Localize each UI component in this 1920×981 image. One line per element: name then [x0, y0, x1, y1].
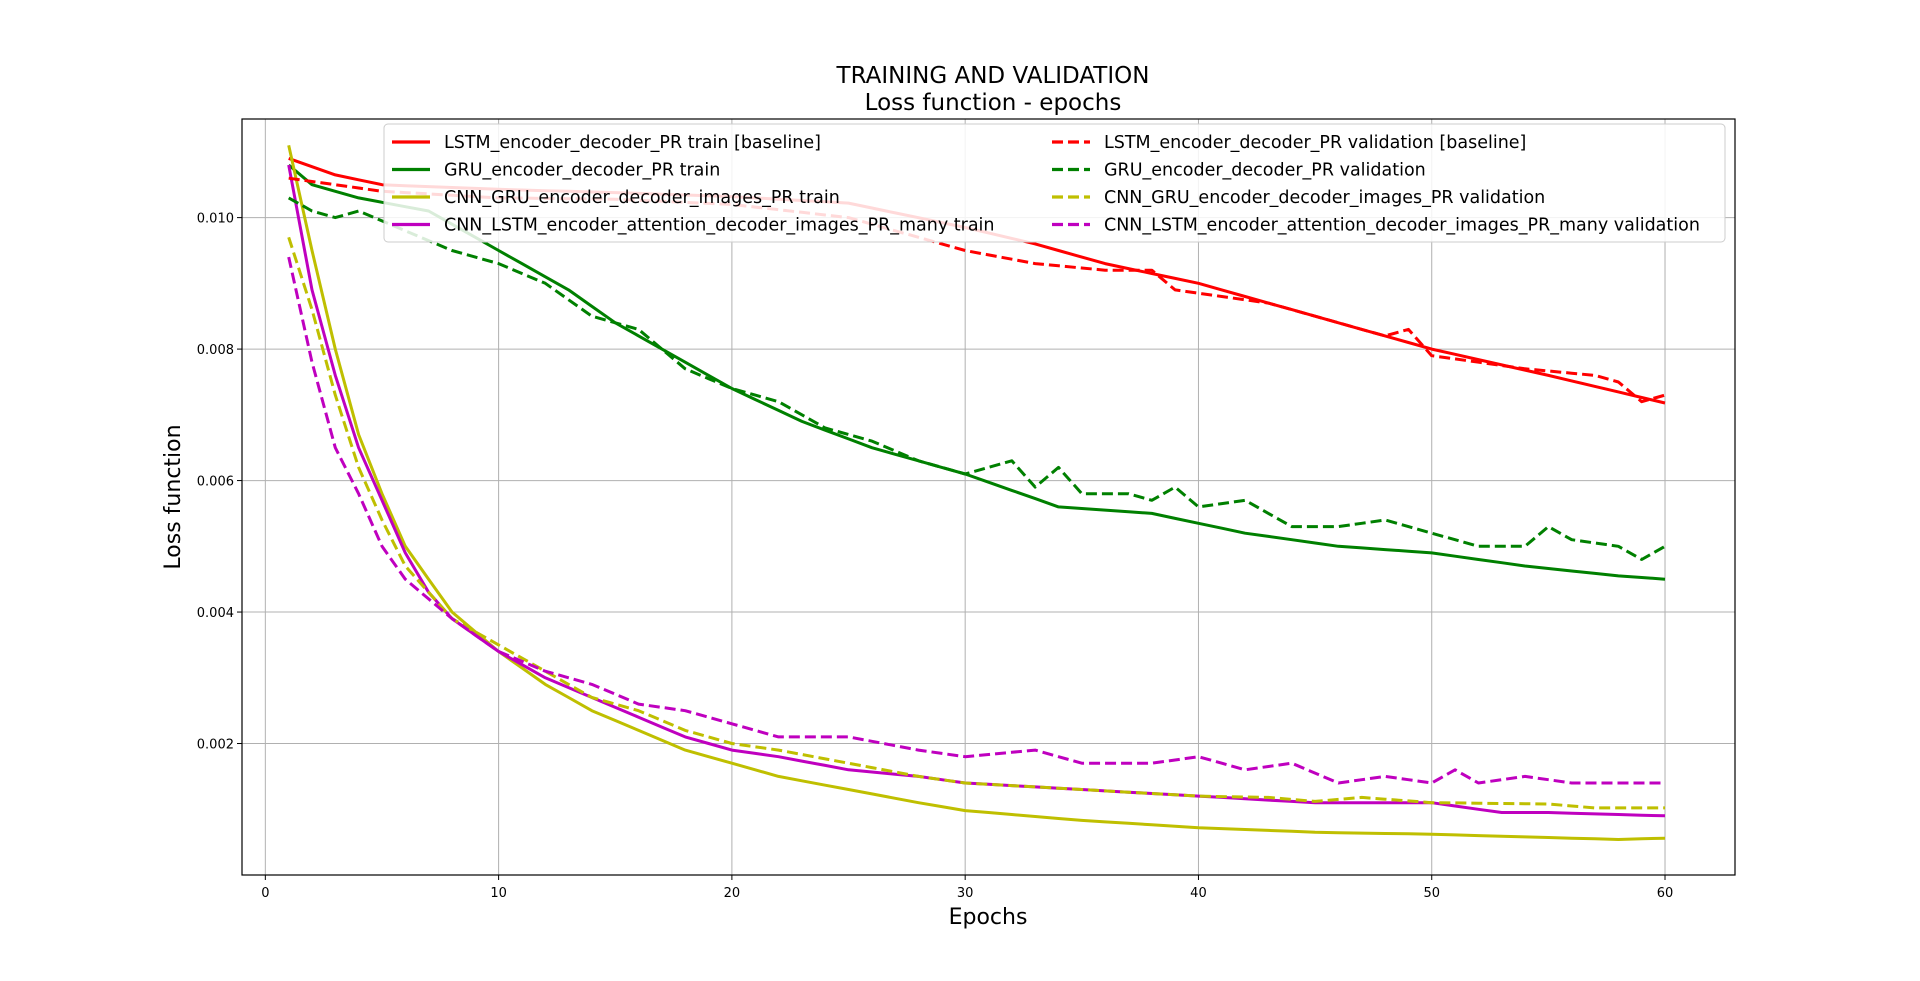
- chart-subtitle: Loss function - epochs: [865, 90, 1122, 116]
- y-tick-label: 0.002: [197, 738, 234, 753]
- legend-label-7: CNN_LSTM_encoder_attention_decoder_image…: [1104, 216, 1700, 236]
- x-axis-label: Epochs: [949, 905, 1028, 930]
- x-tick-label: 20: [724, 886, 741, 901]
- y-tick-label: 0.010: [197, 212, 234, 227]
- x-tick-label: 40: [1190, 886, 1207, 901]
- series-line-2: [287, 144, 1666, 841]
- legend-label-2: CNN_GRU_encoder_decoder_images_PR train: [444, 188, 840, 208]
- legend-label-6: CNN_GRU_encoder_decoder_images_PR valida…: [1104, 188, 1545, 208]
- x-tick-label: 50: [1423, 886, 1440, 901]
- x-tick-label: 10: [490, 886, 507, 901]
- series-line-6: [287, 236, 1665, 810]
- axis-ticks: 0 10 20 30 40 50 60 0.002 0.004 0.006 0.008 0.010: [197, 212, 1674, 901]
- y-axis-label: Loss function: [161, 424, 186, 569]
- legend-label-4: LSTM_encoder_decoder_PR validation [base…: [1104, 133, 1526, 153]
- legend: LSTM_encoder_decoder_PR train [baseline]…: [383, 123, 1726, 243]
- series-line-7: [287, 256, 1665, 785]
- legend-box: [383, 123, 1726, 243]
- x-tick-label: 30: [957, 886, 974, 901]
- legend-label-3: CNN_LSTM_encoder_attention_decoder_image…: [444, 216, 995, 236]
- plot-frame: [241, 118, 1736, 876]
- y-tick-label: 0.008: [197, 343, 234, 358]
- series-line-1: [287, 163, 1666, 581]
- grid-lines: [242, 119, 1735, 875]
- chart-title: TRAINING AND VALIDATION: [836, 63, 1150, 89]
- legend-label-5: GRU_encoder_decoder_PR validation: [1104, 161, 1426, 181]
- legend-label-1: GRU_encoder_decoder_PR train: [444, 161, 720, 181]
- y-tick-label: 0.004: [197, 606, 234, 621]
- x-tick-label: 0: [261, 886, 269, 901]
- legend-label-0: LSTM_encoder_decoder_PR train [baseline]: [444, 133, 821, 153]
- series-line-5: [287, 196, 1666, 561]
- y-tick-label: 0.006: [197, 475, 234, 490]
- x-tick-label: 60: [1657, 886, 1674, 901]
